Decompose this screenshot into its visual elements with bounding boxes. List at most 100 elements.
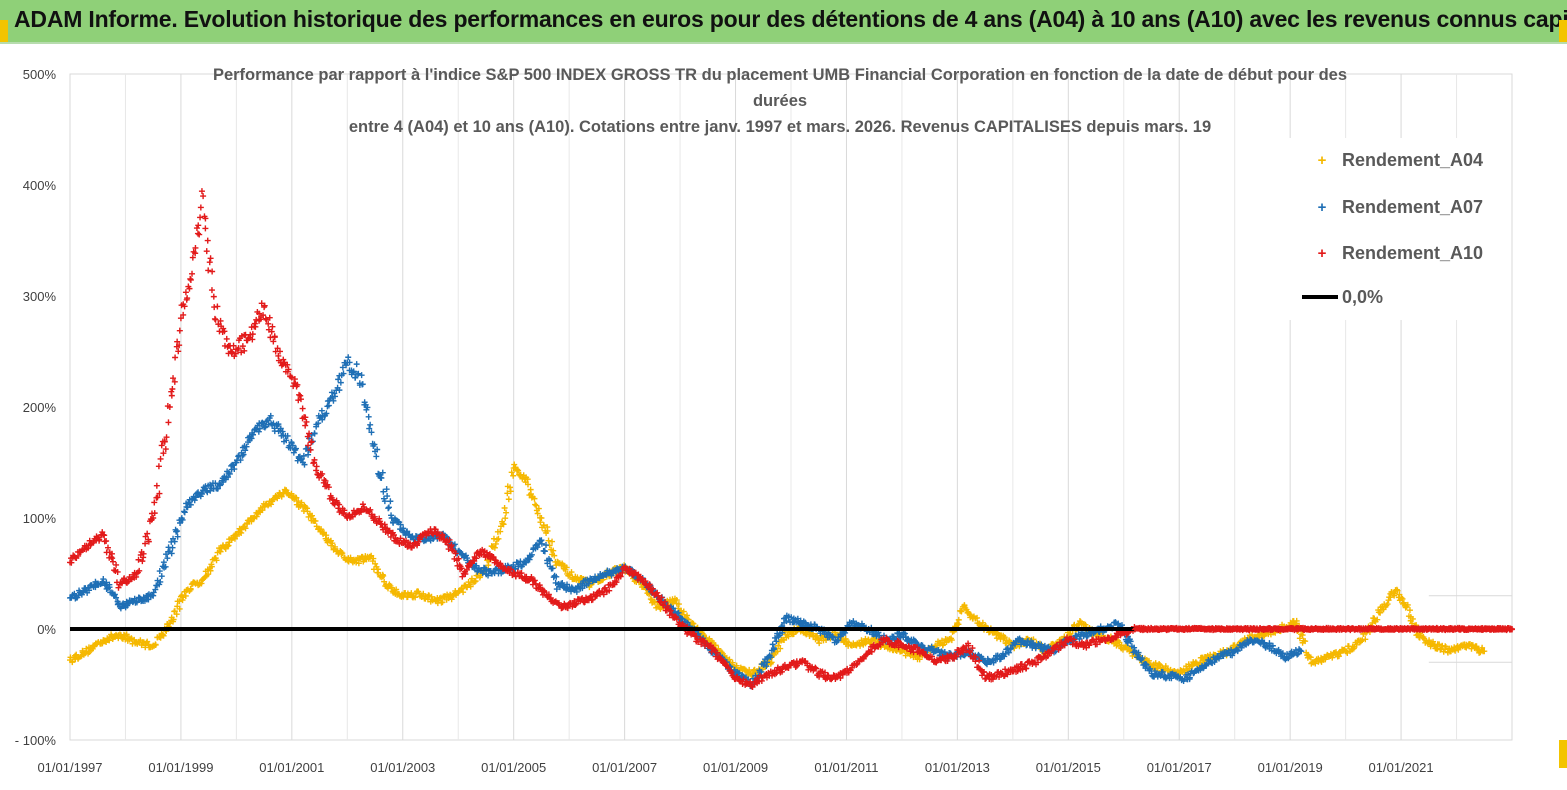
data-point [777,645,784,652]
data-point [1398,594,1405,601]
data-point [858,620,865,627]
data-point [542,542,549,549]
data-point [1374,616,1381,623]
data-point [500,521,507,528]
y-tick-label: 300% [23,289,57,304]
data-point [191,497,198,504]
data-point [505,496,512,503]
data-point [156,633,163,640]
x-tick-label: 01/01/2017 [1147,760,1212,775]
data-point [173,611,180,618]
data-point [261,424,268,431]
data-point [1302,638,1309,645]
data-point [182,289,189,296]
data-point [1156,660,1163,667]
data-point [71,590,78,597]
data-point [172,354,179,361]
data-point [511,461,518,468]
data-point [402,532,409,539]
data-point [1030,642,1037,649]
data-point [349,369,356,376]
data-point [552,579,559,586]
data-point [207,567,214,574]
data-point [170,616,177,623]
data-point [302,422,309,429]
data-point [335,376,342,383]
data-point [770,645,777,652]
data-point [1357,638,1364,645]
data-point [318,526,325,533]
data-point [176,327,183,334]
data-point [379,469,386,476]
data-point [491,544,498,551]
data-point [508,469,515,476]
data-point [763,663,770,670]
data-point [131,595,138,602]
data-point [1038,641,1045,648]
chart-title-line-1: Performance par rapport à l'indice S&P 5… [212,66,1348,84]
data-point [1452,647,1459,654]
data-point [155,463,162,470]
legend-label-a10: Rendement_A10 [1342,242,1484,263]
legend-label-zero: 0,0% [1342,286,1384,307]
data-point [464,584,471,591]
data-point [100,576,107,583]
data-point [540,522,547,529]
data-point [259,420,266,427]
data-point [1135,649,1142,656]
data-point [544,527,551,534]
data-point [124,601,131,608]
data-point [252,323,259,330]
data-point [524,476,531,483]
data-point [208,563,215,570]
data-point [385,504,392,511]
data-point [1083,633,1090,640]
data-point [1394,587,1401,594]
legend-label-a07: Rendement_A07 [1342,196,1484,217]
data-point [647,596,654,603]
y-tick-label: 400% [23,178,57,193]
data-point [182,592,189,599]
data-point [203,248,210,255]
data-point [200,193,207,200]
data-point [528,551,535,558]
data-point [512,565,519,572]
data-point [86,587,93,594]
data-point [370,555,377,562]
chart-title: Performance par rapport à l'indice S&P 5… [160,62,1400,140]
data-point [816,640,823,647]
data-point [205,267,212,274]
data-point [289,442,296,449]
data-point [367,421,374,428]
data-point [983,661,990,668]
data-point [1324,651,1331,658]
data-point [113,561,120,568]
data-point [217,548,224,555]
legend-item-a07: + Rendement_A07 [1302,195,1483,219]
data-point [158,573,165,580]
data-point [1159,669,1166,676]
corner-marker-bottom-right [1559,740,1567,768]
data-point [242,447,249,454]
data-point [535,505,542,512]
data-point [1479,644,1486,651]
data-point [381,578,388,585]
data-point [400,525,407,532]
y-tick-label: 100% [23,511,57,526]
data-point [308,512,315,519]
legend-label-a04: Rendement_A04 [1342,149,1484,170]
data-point [194,230,201,237]
x-tick-label: 01/01/1997 [37,760,102,775]
data-point [913,639,920,646]
data-point [284,432,291,439]
data-point [197,204,204,211]
data-point [224,543,231,550]
data-point [1127,638,1134,645]
data-point [527,490,534,497]
data-point [207,255,214,262]
data-point [670,599,677,606]
series-rendement-a07 [67,354,1305,690]
y-tick-label: 500% [23,67,57,82]
data-point [608,572,615,579]
data-point [938,648,945,655]
